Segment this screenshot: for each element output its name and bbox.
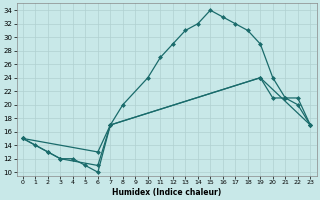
X-axis label: Humidex (Indice chaleur): Humidex (Indice chaleur) [112,188,221,197]
